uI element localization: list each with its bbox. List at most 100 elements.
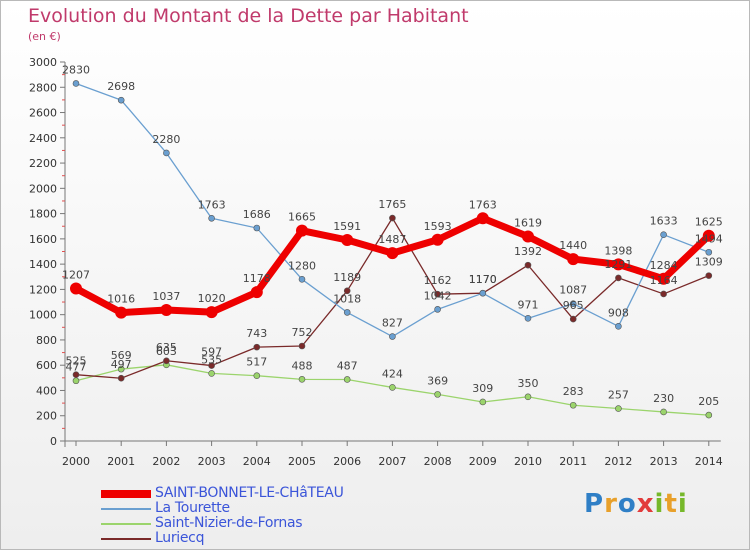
data-label: 965 <box>563 299 584 312</box>
y-tick-label: 2600 <box>29 107 57 120</box>
data-label: 1280 <box>288 259 316 272</box>
data-label: 1162 <box>424 274 452 287</box>
y-tick-label: 1000 <box>29 309 57 322</box>
data-label: 1619 <box>514 216 542 229</box>
y-tick-label: 2800 <box>29 81 57 94</box>
x-tick-label: 2009 <box>469 455 497 468</box>
data-label: 569 <box>111 349 132 362</box>
data-point <box>117 96 125 104</box>
y-tick-label: 0 <box>50 435 57 448</box>
data-label: 2830 <box>62 63 90 76</box>
proxiti-logo: Proxiti <box>584 489 688 519</box>
data-point <box>389 214 396 222</box>
y-tick-label: 1400 <box>29 258 57 271</box>
data-point <box>208 362 215 369</box>
data-label: 1018 <box>333 292 361 305</box>
data-label: 1309 <box>695 256 723 269</box>
data-label: 1763 <box>198 198 226 211</box>
data-label: 1686 <box>243 208 271 221</box>
data-label: 424 <box>382 367 403 380</box>
x-tick-label: 2000 <box>62 455 90 468</box>
legend-label: La Tourette <box>155 500 230 516</box>
data-point <box>117 365 125 373</box>
x-tick-label: 2007 <box>378 455 406 468</box>
series-1 <box>72 80 713 340</box>
data-label: 205 <box>698 395 719 408</box>
data-label: 517 <box>246 356 267 369</box>
legend-label: Saint-Nizier-de-Fornas <box>155 515 303 531</box>
data-label: 971 <box>518 298 539 311</box>
data-label: 597 <box>201 346 222 359</box>
data-label: 488 <box>292 359 313 372</box>
data-label: 1164 <box>650 274 678 287</box>
data-label: 350 <box>518 377 539 390</box>
x-tick-label: 2010 <box>514 455 542 468</box>
data-label: 1170 <box>469 273 497 286</box>
data-point <box>524 315 532 322</box>
data-point <box>253 224 261 232</box>
data-point <box>389 333 396 340</box>
data-label: 1633 <box>650 215 678 228</box>
x-tick-label: 2002 <box>152 455 180 468</box>
series-0 <box>70 212 715 319</box>
data-point <box>479 289 487 297</box>
x-tick-label: 2003 <box>198 455 226 468</box>
data-label: 603 <box>156 345 177 358</box>
data-point <box>431 233 444 246</box>
data-point <box>160 303 173 316</box>
x-tick-label: 2001 <box>107 455 135 468</box>
data-point <box>298 342 306 350</box>
data-point <box>434 290 441 298</box>
data-label: 1487 <box>378 233 406 246</box>
y-tick-label: 800 <box>36 334 57 347</box>
data-point <box>705 411 713 419</box>
data-point <box>705 248 713 256</box>
legend-swatch <box>101 508 151 510</box>
data-point <box>253 372 261 379</box>
data-point <box>615 322 622 330</box>
data-label: 1170 <box>469 273 497 286</box>
data-point <box>612 258 625 271</box>
data-point <box>567 253 580 266</box>
data-point <box>660 290 667 298</box>
data-point <box>702 229 715 242</box>
data-label: 1020 <box>198 292 226 305</box>
data-label: 2280 <box>152 133 180 146</box>
data-label: 1392 <box>514 245 542 258</box>
y-tick-label: 1600 <box>29 233 57 246</box>
data-label: 1189 <box>333 271 361 284</box>
data-label: 1087 <box>559 284 587 297</box>
data-label: 1284 <box>650 259 678 272</box>
data-point <box>705 272 713 279</box>
data-point <box>72 377 80 385</box>
x-tick-label: 2006 <box>333 455 361 468</box>
legend-label: Luriecq <box>155 530 205 546</box>
y-tick-label: 3000 <box>29 56 57 69</box>
legend-swatch <box>101 523 151 525</box>
data-point <box>343 287 351 295</box>
data-point <box>434 306 441 313</box>
y-tick-label: 1200 <box>29 283 57 296</box>
data-point <box>298 376 306 383</box>
data-label: 752 <box>292 326 313 339</box>
chart-title: Evolution du Montant de la Dette par Hab… <box>28 5 469 27</box>
data-point <box>615 274 622 282</box>
data-point <box>115 306 128 319</box>
data-point <box>208 214 215 222</box>
legend-label: SAINT-BONNET-LE-CHâTEAU <box>155 485 344 501</box>
data-label: 1593 <box>424 220 452 233</box>
x-tick-label: 2012 <box>604 455 632 468</box>
data-point <box>524 261 532 269</box>
data-point <box>298 275 306 283</box>
x-tick-label: 2004 <box>243 455 271 468</box>
y-tick-label: 2200 <box>29 157 57 170</box>
data-label: 497 <box>111 358 132 371</box>
data-point <box>615 405 622 412</box>
data-label: 1037 <box>152 290 180 303</box>
data-label: 1665 <box>288 211 316 224</box>
data-point <box>343 309 351 316</box>
data-label: 477 <box>66 361 87 374</box>
data-label: 827 <box>382 317 403 330</box>
data-point <box>569 300 577 307</box>
x-tick-label: 2005 <box>288 455 316 468</box>
